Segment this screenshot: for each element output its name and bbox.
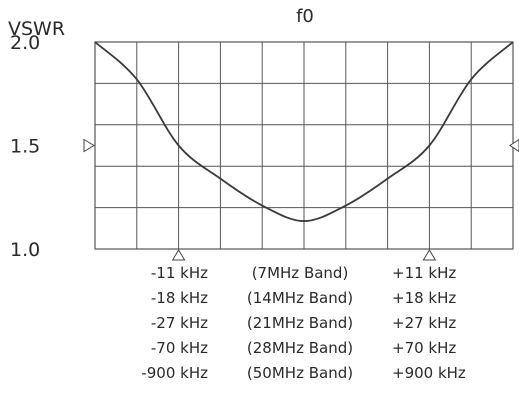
- band-plus-offset: +900 kHz: [392, 364, 466, 382]
- y-tick-label: 1.0: [10, 239, 40, 261]
- y-tick-label: 1.5: [10, 136, 40, 158]
- y-tick-label: 2.0: [10, 32, 40, 54]
- vswr-curve: [94, 41, 514, 222]
- band-minus-offset: -900 kHz: [141, 364, 208, 382]
- y-marker-left: [83, 138, 95, 153]
- band-name: (7MHz Band): [252, 264, 349, 282]
- y-marker-right: [509, 138, 519, 153]
- band-table: -11 kHz (7MHz Band) +11 kHz -18 kHz (14MHz B…: [141, 264, 466, 382]
- band-plus-offset: +27 kHz: [392, 314, 456, 332]
- band-name: (50MHz Band): [247, 364, 353, 382]
- band-plus-offset: +70 kHz: [392, 339, 456, 357]
- band-minus-offset: -18 kHz: [151, 289, 208, 307]
- band-minus-offset: -27 kHz: [151, 314, 208, 332]
- band-plus-offset: +18 kHz: [392, 289, 456, 307]
- band-name: (28MHz Band): [247, 339, 353, 357]
- markers: [83, 138, 519, 261]
- series-layer: [94, 41, 514, 222]
- y-axis-label: VSWR: [8, 18, 65, 40]
- band-minus-offset: -11 kHz: [151, 264, 208, 282]
- y-tick-labels: 1.0 1.5 2.0: [10, 32, 40, 261]
- band-minus-offset: -70 kHz: [151, 339, 208, 357]
- center-frequency-label: f0: [296, 6, 314, 27]
- x-marker: [171, 249, 186, 261]
- band-name: (21MHz Band): [247, 314, 353, 332]
- plot-grid: [94, 41, 514, 250]
- band-name: (14MHz Band): [247, 289, 353, 307]
- band-plus-offset: +11 kHz: [392, 264, 456, 282]
- x-marker: [422, 249, 437, 261]
